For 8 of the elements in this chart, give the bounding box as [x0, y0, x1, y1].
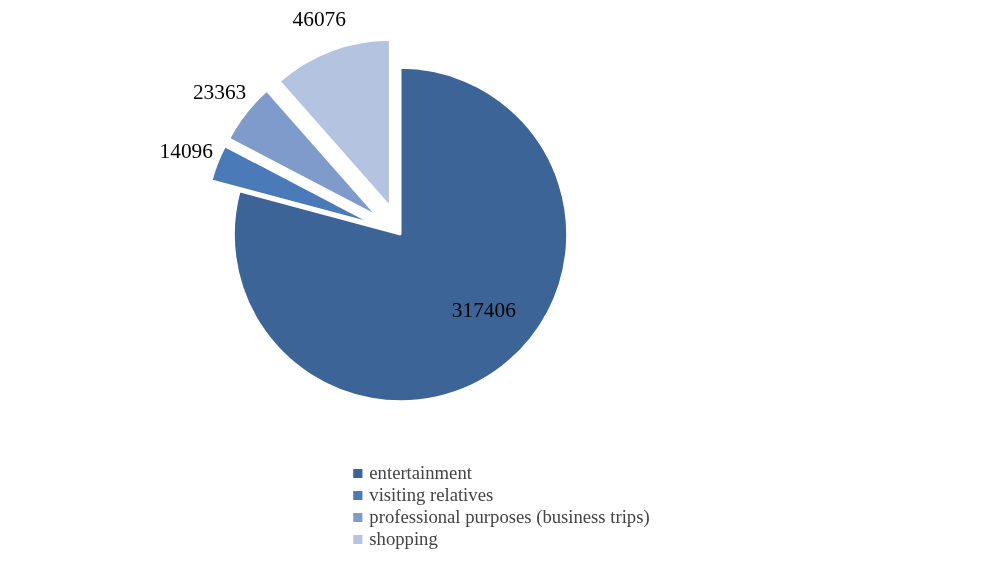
legend-label: entertainment: [369, 462, 472, 484]
legend-label: shopping: [369, 528, 438, 550]
data-label: 317406: [451, 297, 517, 322]
legend-label: professional purposes (business trips): [369, 506, 650, 528]
legend-label: visiting relatives: [369, 484, 494, 506]
data-label: 46076: [292, 6, 347, 31]
data-label: 23363: [192, 80, 247, 105]
data-label: 14096: [159, 138, 214, 163]
